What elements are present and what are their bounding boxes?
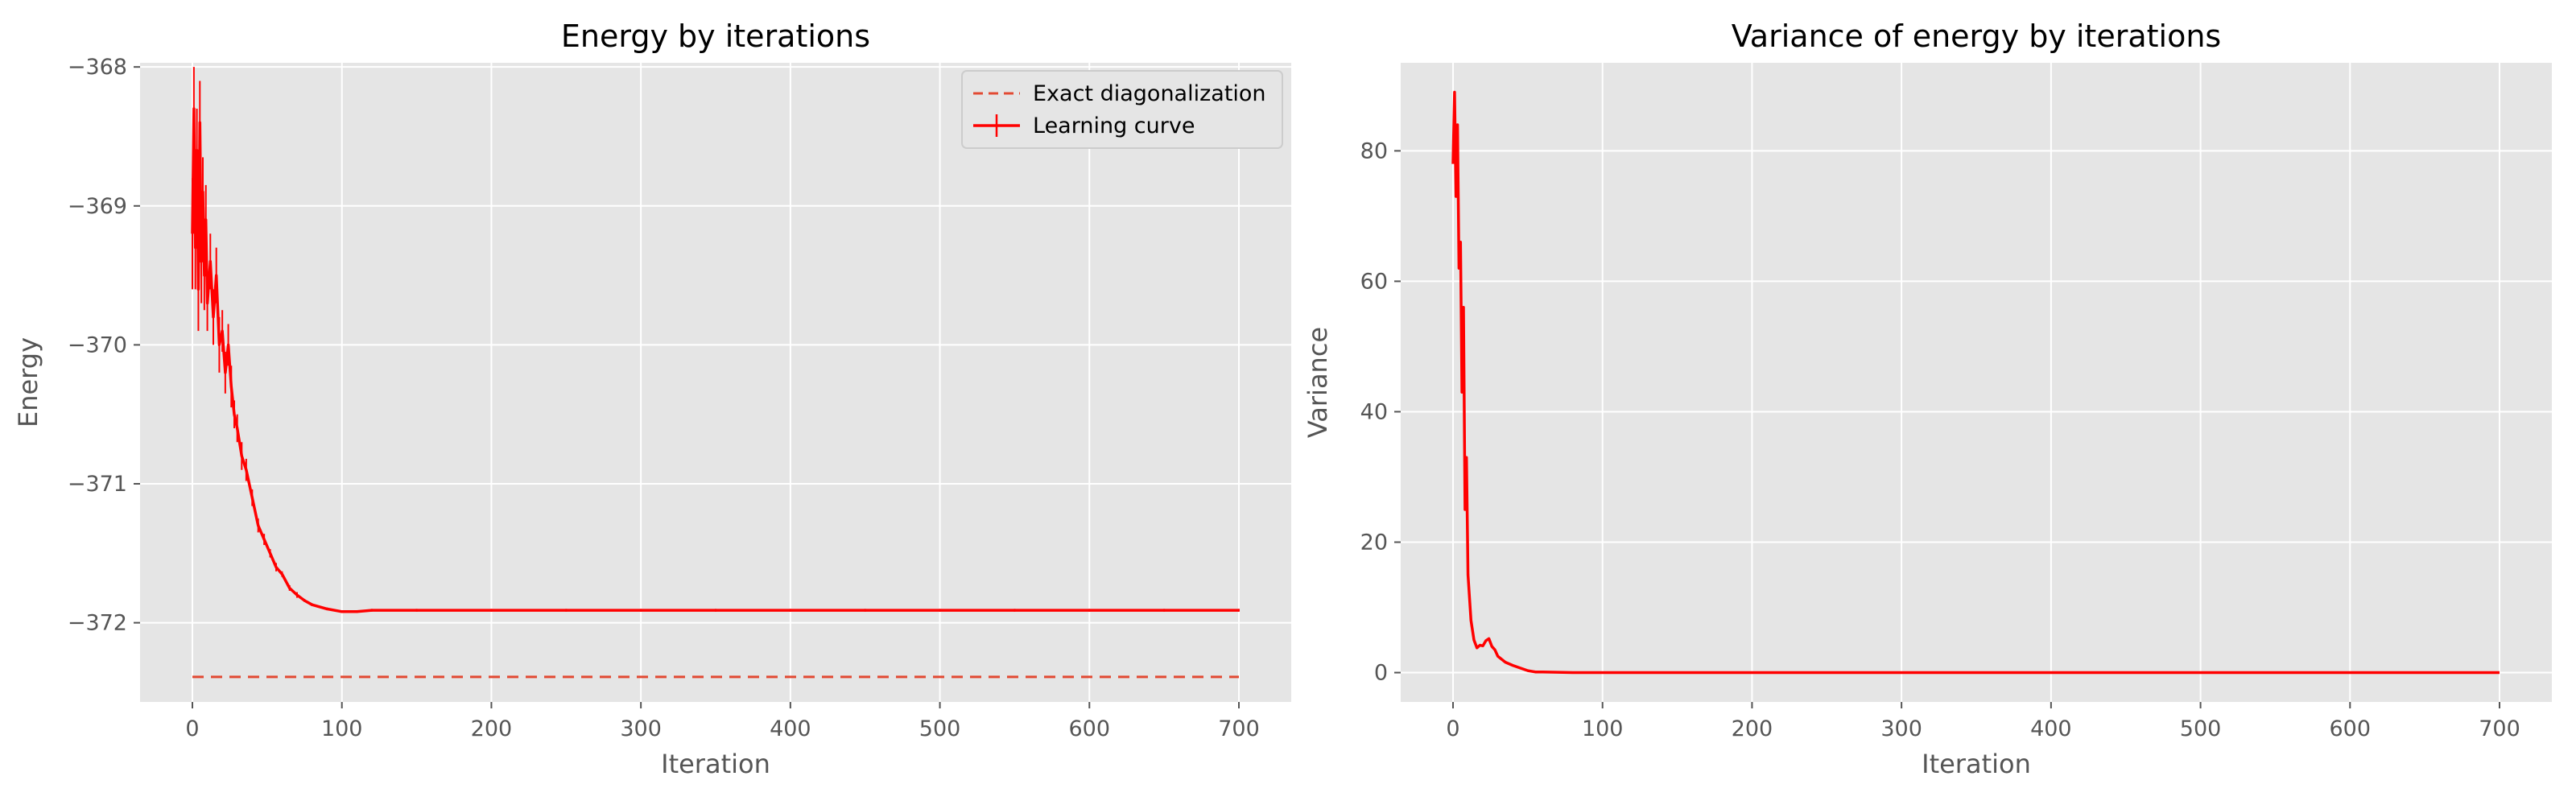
y-tick-label: −372 xyxy=(68,611,127,636)
x-tick-label: 0 xyxy=(185,716,199,741)
series-line-learning-curve xyxy=(191,107,1239,613)
x-axis-label: Iteration xyxy=(1922,749,2031,779)
x-tick-label: 300 xyxy=(620,716,662,741)
x-tick-label: 500 xyxy=(919,716,961,741)
x-tick-label: 100 xyxy=(321,716,363,741)
x-tick-label: 400 xyxy=(770,716,811,741)
y-tick-label: 40 xyxy=(1360,399,1388,424)
x-tick-label: 700 xyxy=(1218,716,1260,741)
chart-title: Energy by iterations xyxy=(561,19,870,54)
x-tick-label: 700 xyxy=(2479,716,2520,741)
y-tick-label: −368 xyxy=(68,55,127,80)
x-tick-label: 0 xyxy=(1446,716,1459,741)
x-tick-label: 200 xyxy=(1732,716,1773,741)
legend-label: Exact diagonalization xyxy=(1033,81,1266,106)
legend: Exact diagonalization Learning curve xyxy=(961,70,1283,149)
y-tick-label: −370 xyxy=(68,332,127,357)
y-tick-label: 20 xyxy=(1360,530,1388,555)
x-tick-label: 300 xyxy=(1880,716,1922,741)
chart-panel-2: 0 100 200 300 400 500 600 700 0 20 40 60 80 Variance … xyxy=(1302,19,2552,779)
legend-box xyxy=(961,70,1283,149)
chart-title: Variance of energy by iterations xyxy=(1732,19,2221,54)
series-line-variance xyxy=(1451,90,2500,675)
plot-area xyxy=(140,63,1291,702)
y-tick-label: 0 xyxy=(1374,661,1388,686)
x-tick-label: 400 xyxy=(2030,716,2072,741)
x-tick-label: 500 xyxy=(2180,716,2222,741)
y-tick-label: −369 xyxy=(68,194,127,219)
x-tick-label: 100 xyxy=(1582,716,1624,741)
y-tick-label: −371 xyxy=(68,472,127,497)
x-tick-label: 200 xyxy=(471,716,513,741)
x-tick-label: 600 xyxy=(2330,716,2372,741)
y-tick-label: 60 xyxy=(1360,269,1388,294)
legend-label: Learning curve xyxy=(1033,114,1195,138)
x-axis-label: Iteration xyxy=(661,749,770,779)
x-tick-label: 600 xyxy=(1069,716,1111,741)
y-axis-label: Variance xyxy=(1302,327,1333,438)
y-tick-label: 80 xyxy=(1360,138,1388,163)
chart-panel-1: 0 100 200 300 400 500 600 700 −368 −369 −370 −371 −3… xyxy=(13,19,1291,779)
plot-area xyxy=(1401,63,2552,702)
y-axis-label: Energy xyxy=(13,337,43,427)
